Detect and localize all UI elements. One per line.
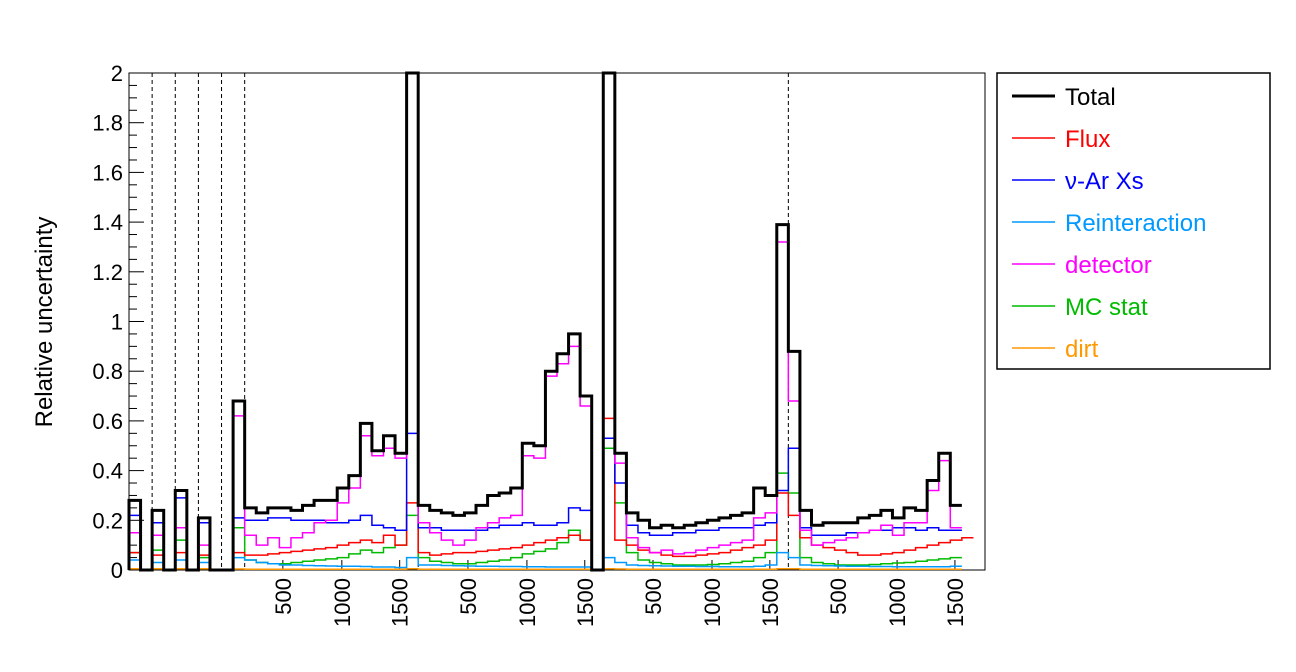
y-tick-label-5: 1 (111, 310, 123, 335)
x-tick-label-0: 500 (271, 578, 296, 615)
series-line-1 (128, 417, 974, 571)
series-line-6 (128, 568, 962, 571)
y-tick-label-3: 0.6 (92, 409, 123, 434)
y-tick-label-4: 0.8 (92, 359, 123, 384)
legend-label-5: MC stat (1065, 294, 1148, 321)
x-tick-label-4: 1000 (515, 578, 540, 627)
legend-label-0: Total (1065, 84, 1116, 111)
y-tick-label-2: 0.4 (92, 459, 123, 484)
legend: Total Flux ν-Ar Xs Reinteraction detector MC … (996, 72, 1271, 370)
y-tick-label-0: 0 (111, 558, 123, 583)
series-line-3 (128, 551, 962, 571)
x-tick-label-7: 1000 (700, 578, 725, 627)
y-tick-label-8: 1.6 (92, 160, 123, 185)
legend-label-3: Reinteraction (1065, 210, 1206, 237)
y-tick-label-10: 2 (111, 61, 123, 86)
y-tick-label-6: 1.2 (92, 260, 123, 285)
plot-frame (128, 72, 986, 571)
y-tick-label-9: 1.8 (92, 111, 123, 136)
legend-label-2: ν-Ar Xs (1065, 168, 1144, 195)
y-axis-label: Relative uncertainty (31, 217, 58, 428)
x-tick-label-1: 1000 (330, 578, 355, 627)
x-tick-label-2: 1500 (388, 578, 413, 627)
x-tick-label-8: 1500 (758, 578, 783, 627)
legend-label-6: dirt (1065, 336, 1099, 363)
x-tick-label-11: 1500 (943, 578, 968, 627)
series-line-2 (128, 432, 962, 571)
x-axis: 500 1000 1500 500 1000 1500 500 1000 1500 500 1000… (271, 560, 968, 627)
legend-box (996, 72, 1271, 370)
legend-label-4: detector (1065, 252, 1152, 279)
y-tick-label-1: 0.2 (92, 508, 123, 533)
x-tick-label-3: 500 (456, 578, 481, 615)
y-axis: 0 0.2 0.4 0.6 0.8 1 1.2 1.4 1.6 1.8 2 (92, 61, 144, 583)
series-line-0 (127, 71, 962, 572)
x-tick-label-5: 1500 (573, 578, 598, 627)
x-tick-label-9: 500 (826, 578, 851, 615)
x-tick-label-10: 1000 (885, 578, 910, 627)
series-line-4 (128, 72, 962, 571)
legend-label-1: Flux (1065, 126, 1110, 153)
x-tick-label-6: 500 (641, 578, 666, 615)
series-lines (127, 71, 974, 572)
legend-items: Total Flux ν-Ar Xs Reinteraction detector MC … (1012, 84, 1206, 363)
panel-dividers (151, 73, 789, 570)
y-tick-label-7: 1.4 (92, 210, 123, 235)
